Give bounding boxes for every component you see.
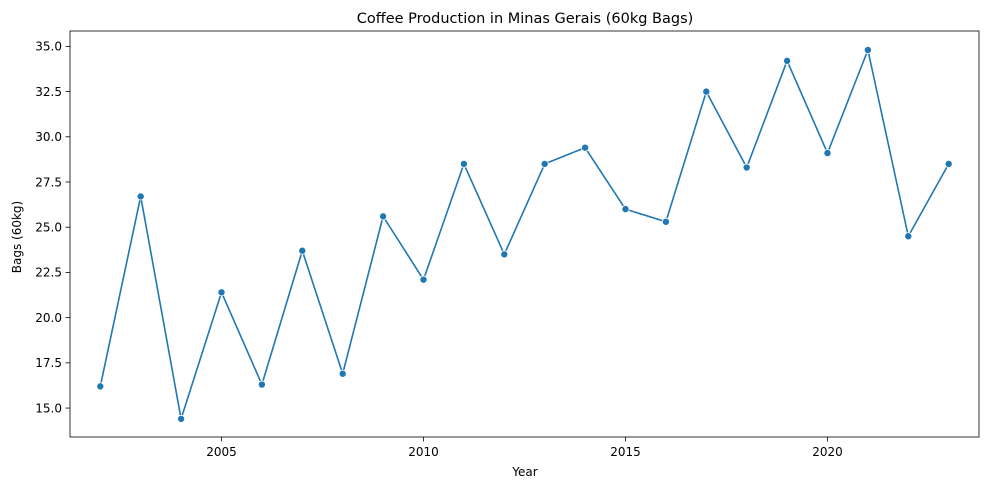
data-point [257, 380, 266, 389]
data-point [621, 205, 630, 214]
chart-title: Coffee Production in Minas Gerais (60kg … [357, 11, 694, 27]
data-point [500, 250, 509, 259]
data-point [904, 232, 913, 241]
x-tick-label: 2005 [206, 445, 237, 459]
y-tick-label: 17.5 [35, 356, 62, 370]
x-axis-label: Year [511, 465, 537, 479]
data-point [217, 288, 226, 297]
data-point [96, 382, 105, 391]
y-tick-label: 27.5 [35, 175, 62, 189]
data-point [581, 143, 590, 152]
plot-area: 2005 2010 2015 2020 15.0 17.5 20.0 22.5 25.0 27.5… [35, 30, 980, 459]
data-point [863, 45, 872, 54]
y-axis-label: Bags (60kg) [10, 201, 24, 273]
data-point [338, 369, 347, 378]
y-tick-label: 15.0 [35, 401, 62, 415]
x-tick-label: 2020 [812, 445, 843, 459]
series-line [99, 49, 950, 420]
data-point [136, 192, 145, 201]
data-point [459, 159, 468, 168]
y-tick-label: 25.0 [35, 221, 62, 235]
y-tick-label: 30.0 [35, 130, 62, 144]
data-point [742, 163, 751, 172]
data-point [823, 149, 832, 158]
y-tick-label: 22.5 [35, 266, 62, 280]
data-point [944, 159, 953, 168]
y-tick-label: 20.0 [35, 311, 62, 325]
data-point [540, 159, 549, 168]
data-point [783, 56, 792, 65]
axes-frame [69, 30, 980, 438]
data-point [661, 217, 670, 226]
x-tick-label: 2015 [610, 445, 641, 459]
y-tick-label: 32.5 [35, 85, 62, 99]
x-tick-label: 2010 [408, 445, 439, 459]
data-point [379, 212, 388, 221]
data-point [702, 87, 711, 96]
y-tick-label: 35.0 [35, 40, 62, 54]
data-point [419, 275, 428, 284]
data-point [177, 414, 186, 423]
data-point [298, 246, 307, 255]
